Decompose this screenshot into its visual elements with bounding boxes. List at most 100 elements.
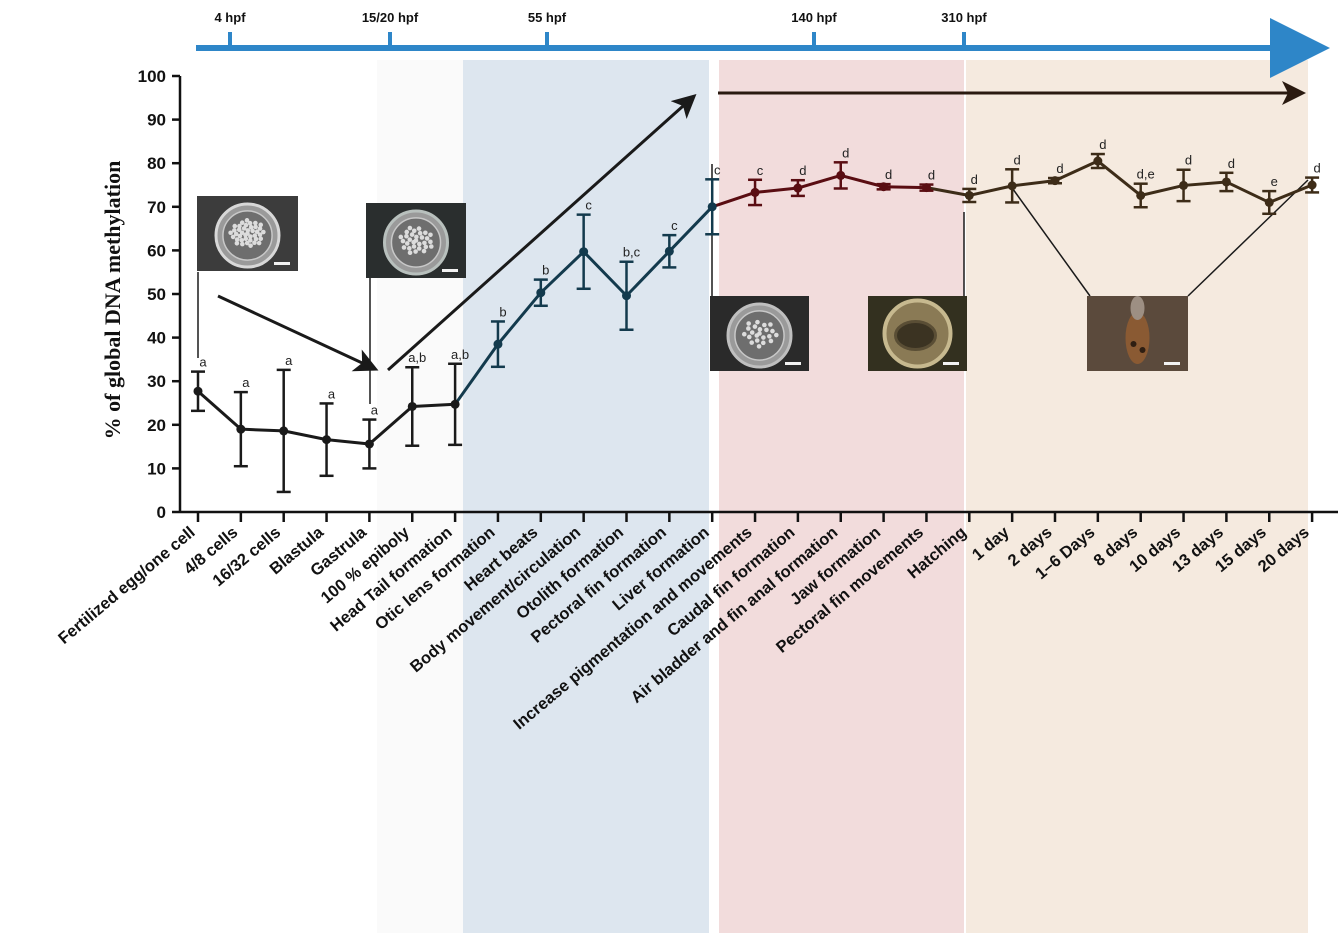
phase-bands [377, 60, 1308, 933]
y-tick-label: 20 [147, 416, 166, 435]
data-point [536, 288, 546, 298]
series-line-segment [1183, 180, 1227, 187]
series-line-segment [412, 402, 456, 408]
y-tick-label: 0 [157, 503, 166, 522]
series-line-segment [754, 186, 799, 194]
data-point [1307, 180, 1317, 190]
data-point [279, 426, 289, 436]
data-point [1093, 156, 1103, 166]
timeline-label: 310 hpf [941, 10, 987, 25]
data-point [407, 401, 417, 411]
y-tick-label: 60 [147, 241, 166, 260]
y-tick-label: 50 [147, 285, 166, 304]
significance-label: a,b [451, 347, 469, 362]
series-line-segment [968, 184, 1013, 197]
timeline-hpf: 4 hpf 15/20 hpf 55 hpf 140 hpf 310 hpf [196, 10, 1330, 78]
timeline-label: 55 hpf [528, 10, 567, 25]
data-point [364, 439, 374, 449]
significance-label: b,c [623, 245, 641, 260]
series-line-segment [883, 185, 927, 190]
significance-label: c [714, 162, 721, 177]
series-line-segment [283, 429, 327, 442]
significance-label: b [499, 304, 506, 319]
decrease-arrow [217, 294, 379, 372]
series-line-segment [1096, 159, 1142, 197]
y-tick-label: 10 [147, 459, 166, 478]
series-line-segment [668, 205, 714, 253]
timeline-label: 15/20 hpf [362, 10, 419, 25]
significance-label: a [371, 403, 379, 418]
series-line-segment [797, 173, 842, 190]
significance-label: d [799, 163, 806, 178]
phase-band-4 [966, 60, 1308, 933]
data-point [750, 187, 760, 197]
significance-label: a [285, 353, 293, 368]
significance-label: a [242, 375, 250, 390]
series-line-segment [711, 190, 756, 209]
data-point [879, 182, 889, 192]
increase-arrow [386, 93, 697, 372]
significance-label: d [1313, 161, 1320, 176]
data-point [493, 339, 503, 349]
series-line-segment [240, 427, 284, 433]
significance-label: d [928, 168, 935, 183]
data-point [1007, 181, 1017, 191]
significance-label: c [757, 163, 764, 178]
series-line-segment [197, 390, 242, 431]
series-line-segment [926, 186, 970, 197]
significance-label: d [842, 145, 849, 160]
data-point [793, 183, 803, 193]
data-point [1221, 177, 1231, 187]
data-point [836, 170, 846, 180]
data-point [450, 399, 460, 409]
series-line-segment [1268, 183, 1313, 204]
significance-label: a [199, 355, 207, 370]
significance-label: d [1014, 152, 1021, 167]
connector-line [1187, 179, 1309, 297]
data-point [1050, 176, 1060, 186]
data-point [1179, 180, 1189, 190]
hatching-photo [868, 296, 967, 371]
series-line-segment [368, 405, 414, 446]
x-tick-label: Fertilized egg/one cell [55, 523, 199, 648]
y-tick-label: 70 [147, 198, 166, 217]
series-line-segment [326, 438, 370, 446]
series-line-segment [496, 291, 542, 346]
significance-label: d [971, 172, 978, 187]
data-point [1264, 197, 1274, 207]
significance-label: a,b [408, 350, 426, 365]
y-tick-label: 100 [138, 67, 166, 86]
y-tick-label: 90 [147, 111, 166, 130]
significance-label: d [1185, 153, 1192, 168]
series-line-segment [1225, 180, 1270, 204]
y-tick-label: 40 [147, 329, 166, 348]
data-point [1136, 190, 1146, 200]
y-axis-label: % of global DNA methylation [100, 161, 125, 440]
significance-label: c [585, 198, 592, 213]
data-point [322, 435, 332, 445]
data-point [707, 202, 717, 212]
series-line-segment [582, 250, 628, 297]
series-line-segment [1011, 179, 1056, 188]
series-line-segment [453, 343, 500, 406]
connector-line [1009, 184, 1091, 297]
significance-label: d [885, 167, 892, 182]
series-line-segment [1140, 183, 1184, 197]
phase-band-1 [377, 60, 463, 933]
egg-epiboly-photo [366, 203, 466, 278]
data-point [579, 247, 589, 257]
significance-label: d,e [1137, 167, 1155, 182]
series-line-segment [625, 250, 671, 297]
data-point [622, 291, 631, 301]
data-point [964, 190, 974, 200]
series-line-segment [1054, 159, 1099, 183]
data-point [921, 183, 931, 193]
significance-label: d [1056, 161, 1063, 176]
timeline-label: 4 hpf [214, 10, 246, 25]
methylation-series: a a a a a a,b a,b b b c b,c c c c d d d d d d d d d,e d d e d [191, 137, 1321, 494]
data-point [236, 424, 246, 434]
y-tick-label: 80 [147, 154, 166, 173]
embryo-photo [710, 296, 809, 371]
significance-label: a [328, 386, 336, 401]
